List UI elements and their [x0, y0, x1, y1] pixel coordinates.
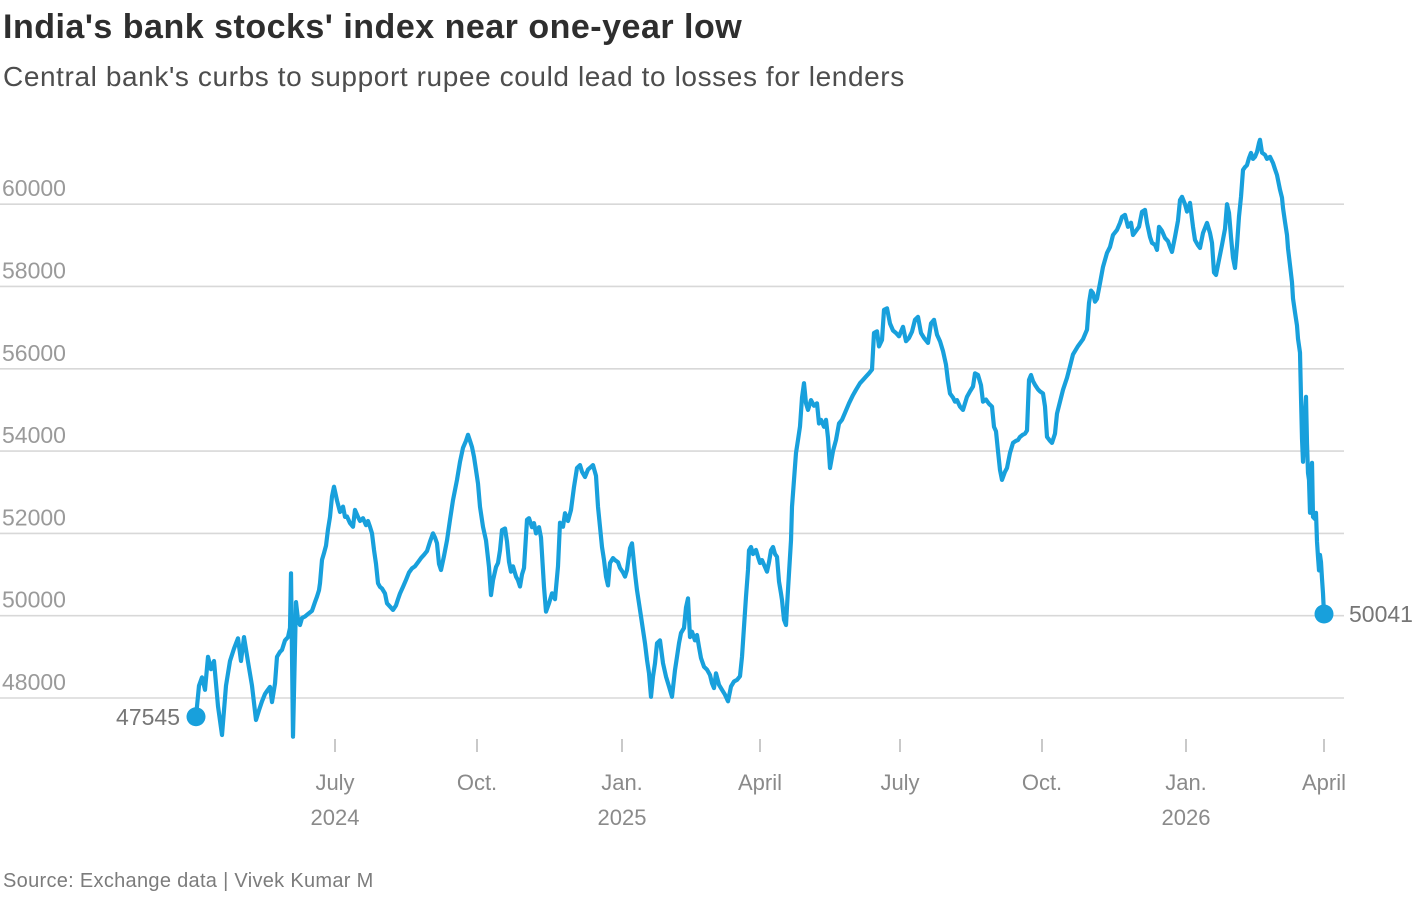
y-axis-tick-label: 52000 [2, 504, 66, 530]
x-axis-month-label: July [315, 770, 354, 795]
x-axis-month-label: Jan. [601, 770, 643, 795]
y-axis-tick-label: 58000 [2, 257, 66, 283]
source-note: Source: Exchange data | Vivek Kumar M [3, 870, 374, 892]
x-axis-month-label: Oct. [1022, 770, 1062, 795]
chart-header: India's bank stocks' index near one-year… [3, 8, 1403, 93]
y-axis-tick-label: 60000 [2, 175, 66, 201]
end-point-dot [1314, 604, 1334, 624]
page-subtitle: Central bank's curbs to support rupee co… [3, 61, 905, 93]
x-axis-month-label: Jan. [1165, 770, 1207, 795]
index-line [193, 137, 1327, 739]
x-axis-month-label: Oct. [457, 770, 497, 795]
start-point-value-label: 47545 [116, 704, 180, 730]
x-axis-year-label: 2025 [598, 805, 647, 830]
x-axis-month-label: April [738, 770, 782, 795]
x-axis-month-label: April [1302, 770, 1346, 795]
end-point-value-label: 50041 [1349, 601, 1413, 627]
y-axis-tick-label: 48000 [2, 669, 66, 695]
x-axis-year-label: 2024 [311, 805, 360, 830]
x-axis-month-label: July [880, 770, 919, 795]
page-title: India's bank stocks' index near one-year… [3, 8, 743, 46]
start-point-dot [186, 707, 206, 727]
y-axis-tick-label: 50000 [2, 587, 66, 613]
x-axis-year-label: 2026 [1162, 805, 1211, 830]
y-axis-tick-label: 54000 [2, 422, 66, 448]
y-axis-tick-label: 56000 [2, 340, 66, 366]
